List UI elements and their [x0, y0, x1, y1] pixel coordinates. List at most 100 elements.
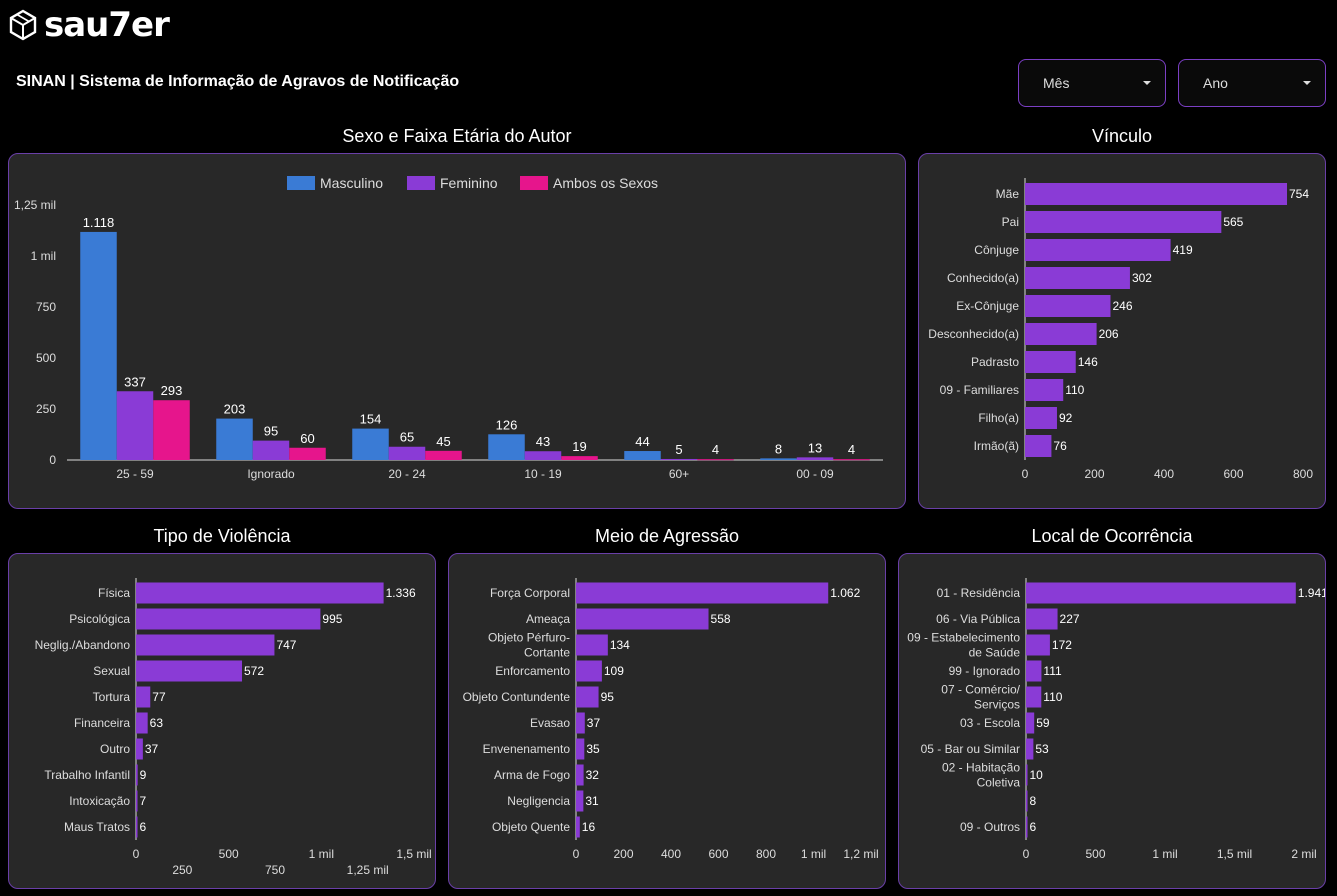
data-label: 19 [572, 439, 586, 454]
category-label-outro: Outro [100, 742, 130, 756]
category-label-desconhecido-a: Desconhecido(a) [928, 327, 1019, 341]
data-label: 227 [1060, 612, 1080, 626]
x-tick-label: 400 [661, 847, 681, 861]
x-tick-label: 400 [1154, 467, 1174, 481]
bar-irmao-a [1025, 435, 1052, 457]
category-label-padrasto: Padrasto [971, 355, 1019, 369]
data-label: 5 [675, 442, 682, 457]
bar-sexual [136, 660, 243, 682]
legend-swatch-ambos-os-sexos [520, 176, 548, 190]
bar-ambos-os-sexos-10-19 [561, 456, 598, 460]
x-tick-label: 1,5 mil [396, 847, 431, 861]
tipo-violencia-panel: 1.336 Física 995 Psicológica 747 Neglig./Aban… [8, 553, 436, 889]
logo-mark-icon [9, 9, 37, 41]
year-filter-dropdown[interactable]: Ano [1178, 59, 1326, 107]
sexo-faixa-title: Sexo e Faixa Etária do Autor [342, 126, 572, 146]
category-label-forca-corporal: Força Corporal [490, 586, 570, 600]
category-label-psicologica: Psicológica [69, 612, 130, 626]
category-label-ex-conjuge: Ex-Cônjuge [956, 299, 1019, 313]
legend-label-masculino: Masculino [320, 175, 383, 191]
bar-99-ignorado [1026, 660, 1042, 682]
data-label: 110 [1043, 690, 1062, 704]
data-label: 10 [1030, 768, 1044, 782]
data-label: 76 [1053, 439, 1067, 453]
x-tick-label: 00 - 09 [796, 467, 834, 481]
data-label: 60 [300, 431, 314, 446]
data-label: 995 [322, 612, 342, 626]
x-tick-label: 600 [708, 847, 728, 861]
x-tick-label: 20 - 24 [388, 467, 426, 481]
data-label: 246 [1112, 299, 1132, 313]
bar-objeto-quente [576, 816, 580, 838]
bar-mae [1025, 183, 1288, 205]
x-tick-label: 250 [172, 863, 192, 877]
bar-masculino-00-09 [760, 458, 797, 460]
category-label-objeto-quente: Objeto Quente [492, 820, 570, 834]
data-label: 558 [711, 612, 731, 626]
data-label: 4 [848, 442, 855, 457]
local-ocorrencia-panel: 1.941 01 - Residência 227 06 - Via Pública 1… [898, 553, 1328, 889]
category-label-conhecido-a: Conhecido(a) [947, 271, 1019, 285]
category-label-filho-a: Filho(a) [978, 411, 1019, 425]
category-label-neglig-abandono: Neglig./Abandono [35, 638, 131, 652]
category-label-envenenamento: Envenenamento [483, 742, 571, 756]
data-label: 59 [1036, 716, 1050, 730]
bar-06-via-publica [1026, 608, 1058, 630]
category-label-01-residencia: 01 - Residência [937, 586, 1021, 600]
data-label: 7 [140, 794, 147, 808]
brand-name: sau7er [44, 5, 170, 45]
bar-objeto-perfuro-cortante [576, 634, 608, 656]
page-title: SINAN | Sistema de Informação de Agravos… [16, 73, 460, 90]
category-label-09-estabelecimento-de-saude: 09 - Estabelecimento de Saúde [907, 631, 1020, 660]
data-label: 92 [1059, 411, 1073, 425]
data-label: 8 [1030, 794, 1037, 808]
data-label: 6 [1030, 820, 1037, 834]
x-tick-label: 750 [265, 863, 285, 877]
bar-feminino-60 [660, 458, 698, 460]
bar-psicologica [136, 608, 321, 630]
local-ocorrencia-chart: 1.941 01 - Residência 227 06 - Via Pública 1… [907, 578, 1328, 861]
bar-masculino-25-59 [80, 231, 117, 460]
data-label: 206 [1099, 327, 1119, 341]
bar-trabalho-infantil [136, 764, 138, 786]
category-label-02-habitacao-coletiva: 02 - Habitação Coletiva [942, 761, 1020, 790]
category-label-tortura: Tortura [93, 690, 131, 704]
tipo-violencia-title: Tipo de Violência [153, 526, 291, 546]
bar-masculino-20-24 [352, 428, 389, 460]
x-tick-label: 25 - 59 [116, 467, 154, 481]
data-label: 293 [161, 383, 183, 398]
chevron-down-icon [1143, 81, 1151, 85]
bar-financeira [136, 712, 148, 734]
data-label: 43 [536, 434, 550, 449]
x-tick-label: 60+ [669, 467, 689, 481]
legend-swatch-masculino [287, 176, 315, 190]
bar-filho-a [1025, 407, 1057, 429]
bar-feminino-10-19 [524, 451, 562, 460]
data-label: 53 [1035, 742, 1049, 756]
data-label: 63 [150, 716, 164, 730]
x-tick-label: 200 [613, 847, 633, 861]
data-label: 109 [604, 664, 624, 678]
bar-evasao [576, 712, 585, 734]
bar-feminino-00-09 [796, 457, 834, 460]
month-filter-dropdown[interactable]: Mês [1018, 59, 1166, 107]
bar-05-bar-ou-similar [1026, 738, 1034, 760]
category-label-evasao: Evasao [530, 716, 570, 730]
year-filter-label: Ano [1203, 75, 1228, 91]
x-tick-label: 200 [1084, 467, 1104, 481]
y-tick-label: 1 mil [31, 249, 56, 263]
data-label: 419 [1173, 243, 1193, 257]
category-label-conjuge: Cônjuge [974, 243, 1019, 257]
x-tick-label: 1,2 mil [843, 847, 878, 861]
category-label-trabalho-infantil: Trabalho Infantil [44, 768, 130, 782]
category-label-pai: Pai [1002, 215, 1019, 229]
bar-arma-de-fogo [576, 764, 584, 786]
data-label: 110 [1065, 383, 1084, 397]
x-tick-label: 0 [1022, 467, 1029, 481]
bar-masculino-ignorado [216, 418, 253, 460]
y-tick-label: 0 [49, 453, 56, 467]
data-label: 16 [582, 820, 596, 834]
brand-logo: sau7er [8, 5, 170, 45]
category-label-99-ignorado: 99 - Ignorado [949, 664, 1021, 678]
data-label: 747 [276, 638, 296, 652]
